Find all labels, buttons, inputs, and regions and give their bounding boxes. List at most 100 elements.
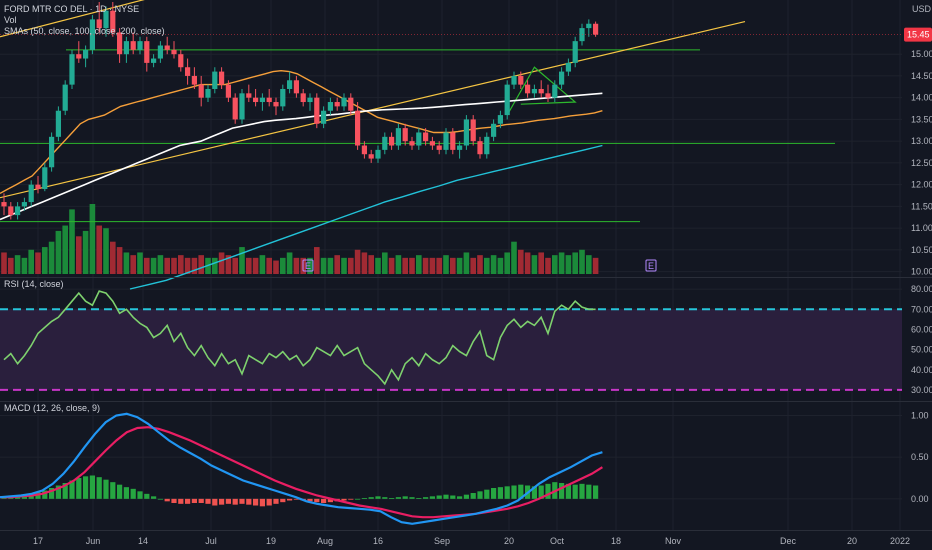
candle-body bbox=[368, 154, 374, 159]
macd-histogram-bar bbox=[559, 483, 565, 499]
candle-body bbox=[565, 62, 571, 72]
candle-body bbox=[8, 206, 14, 216]
candle-body bbox=[518, 75, 524, 85]
macd-line bbox=[0, 412, 603, 525]
volume-bar bbox=[82, 230, 89, 274]
rsi-tick-label: 70.00 bbox=[911, 304, 932, 314]
rsi-tick-label: 80.00 bbox=[911, 284, 932, 294]
sma-line-1 bbox=[0, 92, 603, 221]
volume-bar bbox=[538, 252, 544, 274]
macd-histogram-bar bbox=[280, 498, 286, 503]
volume-bar bbox=[416, 255, 422, 274]
candle-body bbox=[593, 23, 599, 35]
x-tick-label: Oct bbox=[550, 536, 565, 546]
candle-body bbox=[395, 128, 401, 146]
macd-histogram-bar bbox=[457, 496, 463, 499]
volume-bar bbox=[463, 252, 470, 274]
macd-histogram-bar bbox=[212, 498, 218, 506]
macd-histogram-bar bbox=[409, 497, 415, 499]
volume-bar bbox=[341, 257, 347, 274]
candle-body bbox=[69, 54, 75, 85]
candle-body bbox=[110, 10, 116, 33]
candle-body bbox=[375, 149, 381, 159]
rsi-legend: RSI (14, close) bbox=[4, 279, 64, 289]
volume-bar bbox=[164, 257, 170, 274]
x-tick-label: 20 bbox=[847, 536, 857, 546]
macd-histogram-bar bbox=[178, 498, 184, 504]
macd-histogram-bar bbox=[538, 485, 544, 499]
macd-histogram-bar bbox=[484, 489, 490, 499]
price-tag-box bbox=[904, 27, 932, 42]
chart-title: FORD MTR CO DEL · 1D · NYSE bbox=[4, 4, 139, 14]
price-tick-label: 10.50 bbox=[911, 245, 932, 255]
candle-body bbox=[429, 141, 435, 146]
candle-body bbox=[586, 23, 592, 29]
volume-bar bbox=[191, 257, 198, 274]
candle-body bbox=[321, 110, 327, 124]
volume-bar bbox=[531, 255, 538, 274]
sma-line-2 bbox=[129, 144, 603, 290]
candle-body bbox=[491, 123, 497, 137]
macd-histogram-bar bbox=[593, 485, 599, 499]
candle-body bbox=[416, 132, 422, 146]
macd-histogram-bar bbox=[423, 497, 429, 499]
macd-histogram-bar bbox=[151, 496, 157, 499]
volume-bar bbox=[171, 257, 177, 274]
macd-histogram-bar bbox=[42, 490, 48, 499]
macd-histogram-bar bbox=[225, 498, 231, 504]
candle-body bbox=[55, 110, 61, 137]
volume-bar bbox=[55, 230, 62, 274]
macd-histogram-bar bbox=[103, 479, 109, 499]
macd-histogram-bar bbox=[266, 498, 272, 506]
macd-histogram-bar bbox=[497, 487, 503, 499]
macd-histogram-bar bbox=[164, 498, 170, 502]
volume-bar bbox=[110, 241, 116, 274]
candle-body bbox=[191, 75, 197, 85]
price-tick-label: 11.50 bbox=[911, 201, 932, 211]
candle-body bbox=[300, 93, 306, 103]
candle-body bbox=[545, 93, 551, 98]
macd-histogram-bar bbox=[62, 483, 68, 499]
volume-bar bbox=[497, 257, 504, 274]
volume-bar bbox=[592, 257, 599, 274]
volume-bar bbox=[484, 257, 490, 274]
volume-bar bbox=[368, 255, 374, 274]
candle-body bbox=[504, 84, 510, 116]
volume-bar bbox=[552, 255, 558, 274]
candle-body bbox=[572, 41, 578, 63]
currency-label: USD bbox=[912, 4, 932, 14]
macd-histogram-bar bbox=[76, 478, 82, 499]
volume-bar bbox=[212, 257, 218, 274]
macd-histogram-bar bbox=[355, 498, 361, 500]
volume-bar bbox=[409, 257, 415, 274]
macd-histogram-bar bbox=[89, 475, 95, 499]
candle-body bbox=[205, 88, 211, 98]
candle-body bbox=[144, 41, 150, 63]
candle-body bbox=[239, 93, 245, 120]
macd-histogram-bar bbox=[416, 498, 422, 499]
sma-line-0 bbox=[0, 69, 603, 195]
volume-bar bbox=[565, 255, 572, 274]
candle-body bbox=[151, 58, 157, 63]
candle-body bbox=[423, 132, 429, 142]
macd-histogram-bar bbox=[96, 477, 102, 499]
volume-bar bbox=[293, 257, 300, 274]
candle-body bbox=[457, 145, 463, 150]
volume-bar bbox=[586, 255, 592, 274]
volume-bar bbox=[280, 257, 286, 274]
x-tick-label: 2022 bbox=[890, 536, 910, 546]
candle-body bbox=[443, 132, 449, 150]
volume-bar bbox=[116, 247, 123, 274]
earnings-marker-box bbox=[302, 259, 314, 272]
volume-bar bbox=[130, 255, 136, 274]
x-tick-label: Dec bbox=[780, 536, 797, 546]
macd-histogram-bar bbox=[586, 484, 592, 499]
volume-bar bbox=[150, 257, 157, 274]
candle-body bbox=[83, 49, 89, 59]
rsi-tick-label: 50.00 bbox=[911, 345, 932, 355]
volume-bar bbox=[388, 257, 395, 274]
price-tick-label: 12.00 bbox=[911, 180, 932, 190]
candle-body bbox=[21, 202, 27, 207]
x-tick-label: 18 bbox=[611, 536, 621, 546]
